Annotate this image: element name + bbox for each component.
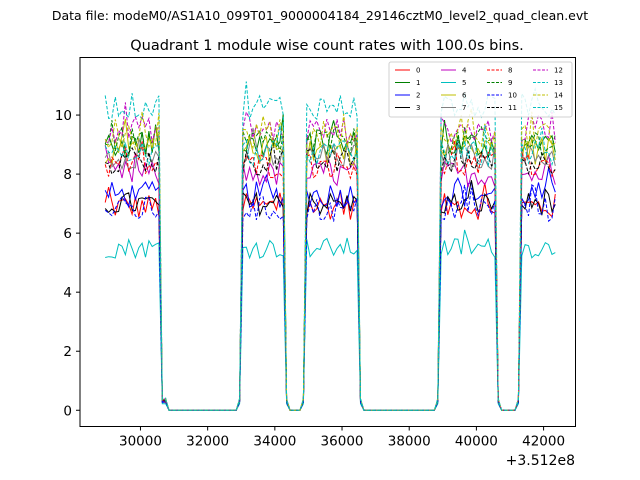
x-tick-label: 34000 <box>253 434 296 450</box>
x-tick-label: 42000 <box>522 434 565 450</box>
y-tick-label: 2 <box>63 344 72 360</box>
series-line-10 <box>104 184 556 411</box>
plot-frame <box>79 57 576 427</box>
legend-label-7: 7 <box>462 104 466 112</box>
x-axis: 30000 32000 34000 36000 38000 40000 42000 <box>119 426 565 450</box>
plot-area <box>104 81 556 411</box>
x-tick-label: 38000 <box>388 434 431 450</box>
x-tick-label: 30000 <box>119 434 162 450</box>
legend-label-9: 9 <box>508 79 512 87</box>
x-tick-label: 36000 <box>321 434 364 450</box>
y-tick-label: 6 <box>63 226 72 242</box>
y-tick-label: 10 <box>55 108 72 124</box>
legend-label-6: 6 <box>462 92 467 100</box>
legend-label-5: 5 <box>462 79 466 87</box>
series-line-8 <box>104 140 556 411</box>
legend-label-1: 1 <box>416 79 420 87</box>
legend-label-10: 10 <box>508 92 517 100</box>
series-line-11 <box>105 140 556 411</box>
legend-box <box>388 61 573 118</box>
legend-label-3: 3 <box>416 104 420 112</box>
y-tick-label: 0 <box>63 403 72 419</box>
series-line-3 <box>104 180 556 411</box>
series-line-12 <box>104 102 556 411</box>
legend-label-0: 0 <box>416 67 420 75</box>
series-line-5 <box>105 229 556 411</box>
series-line-0 <box>104 182 556 411</box>
y-axis: 0 2 4 6 8 10 <box>55 108 80 419</box>
y-tick-label: 8 <box>63 167 72 183</box>
x-offset-label: +3.512e8 <box>506 453 575 469</box>
chart-title: Quadrant 1 module wise count rates with … <box>130 38 524 54</box>
series-line-4 <box>104 145 556 411</box>
y-tick-label: 4 <box>63 285 72 301</box>
legend-label-13: 13 <box>554 79 563 87</box>
legend-label-14: 14 <box>554 92 563 100</box>
legend-label-4: 4 <box>462 67 467 75</box>
legend-label-15: 15 <box>554 104 563 112</box>
legend-label-8: 8 <box>508 67 512 75</box>
legend-label-12: 12 <box>554 67 563 75</box>
legend-label-11: 11 <box>508 104 517 112</box>
x-tick-label: 40000 <box>455 434 498 450</box>
legend-label-2: 2 <box>416 92 420 100</box>
suptitle: Data file: modeM0/AS1A10_099T01_90000041… <box>52 8 588 23</box>
series-line-7 <box>104 127 556 411</box>
series-line-15 <box>104 125 556 411</box>
x-tick-label: 32000 <box>186 434 229 450</box>
